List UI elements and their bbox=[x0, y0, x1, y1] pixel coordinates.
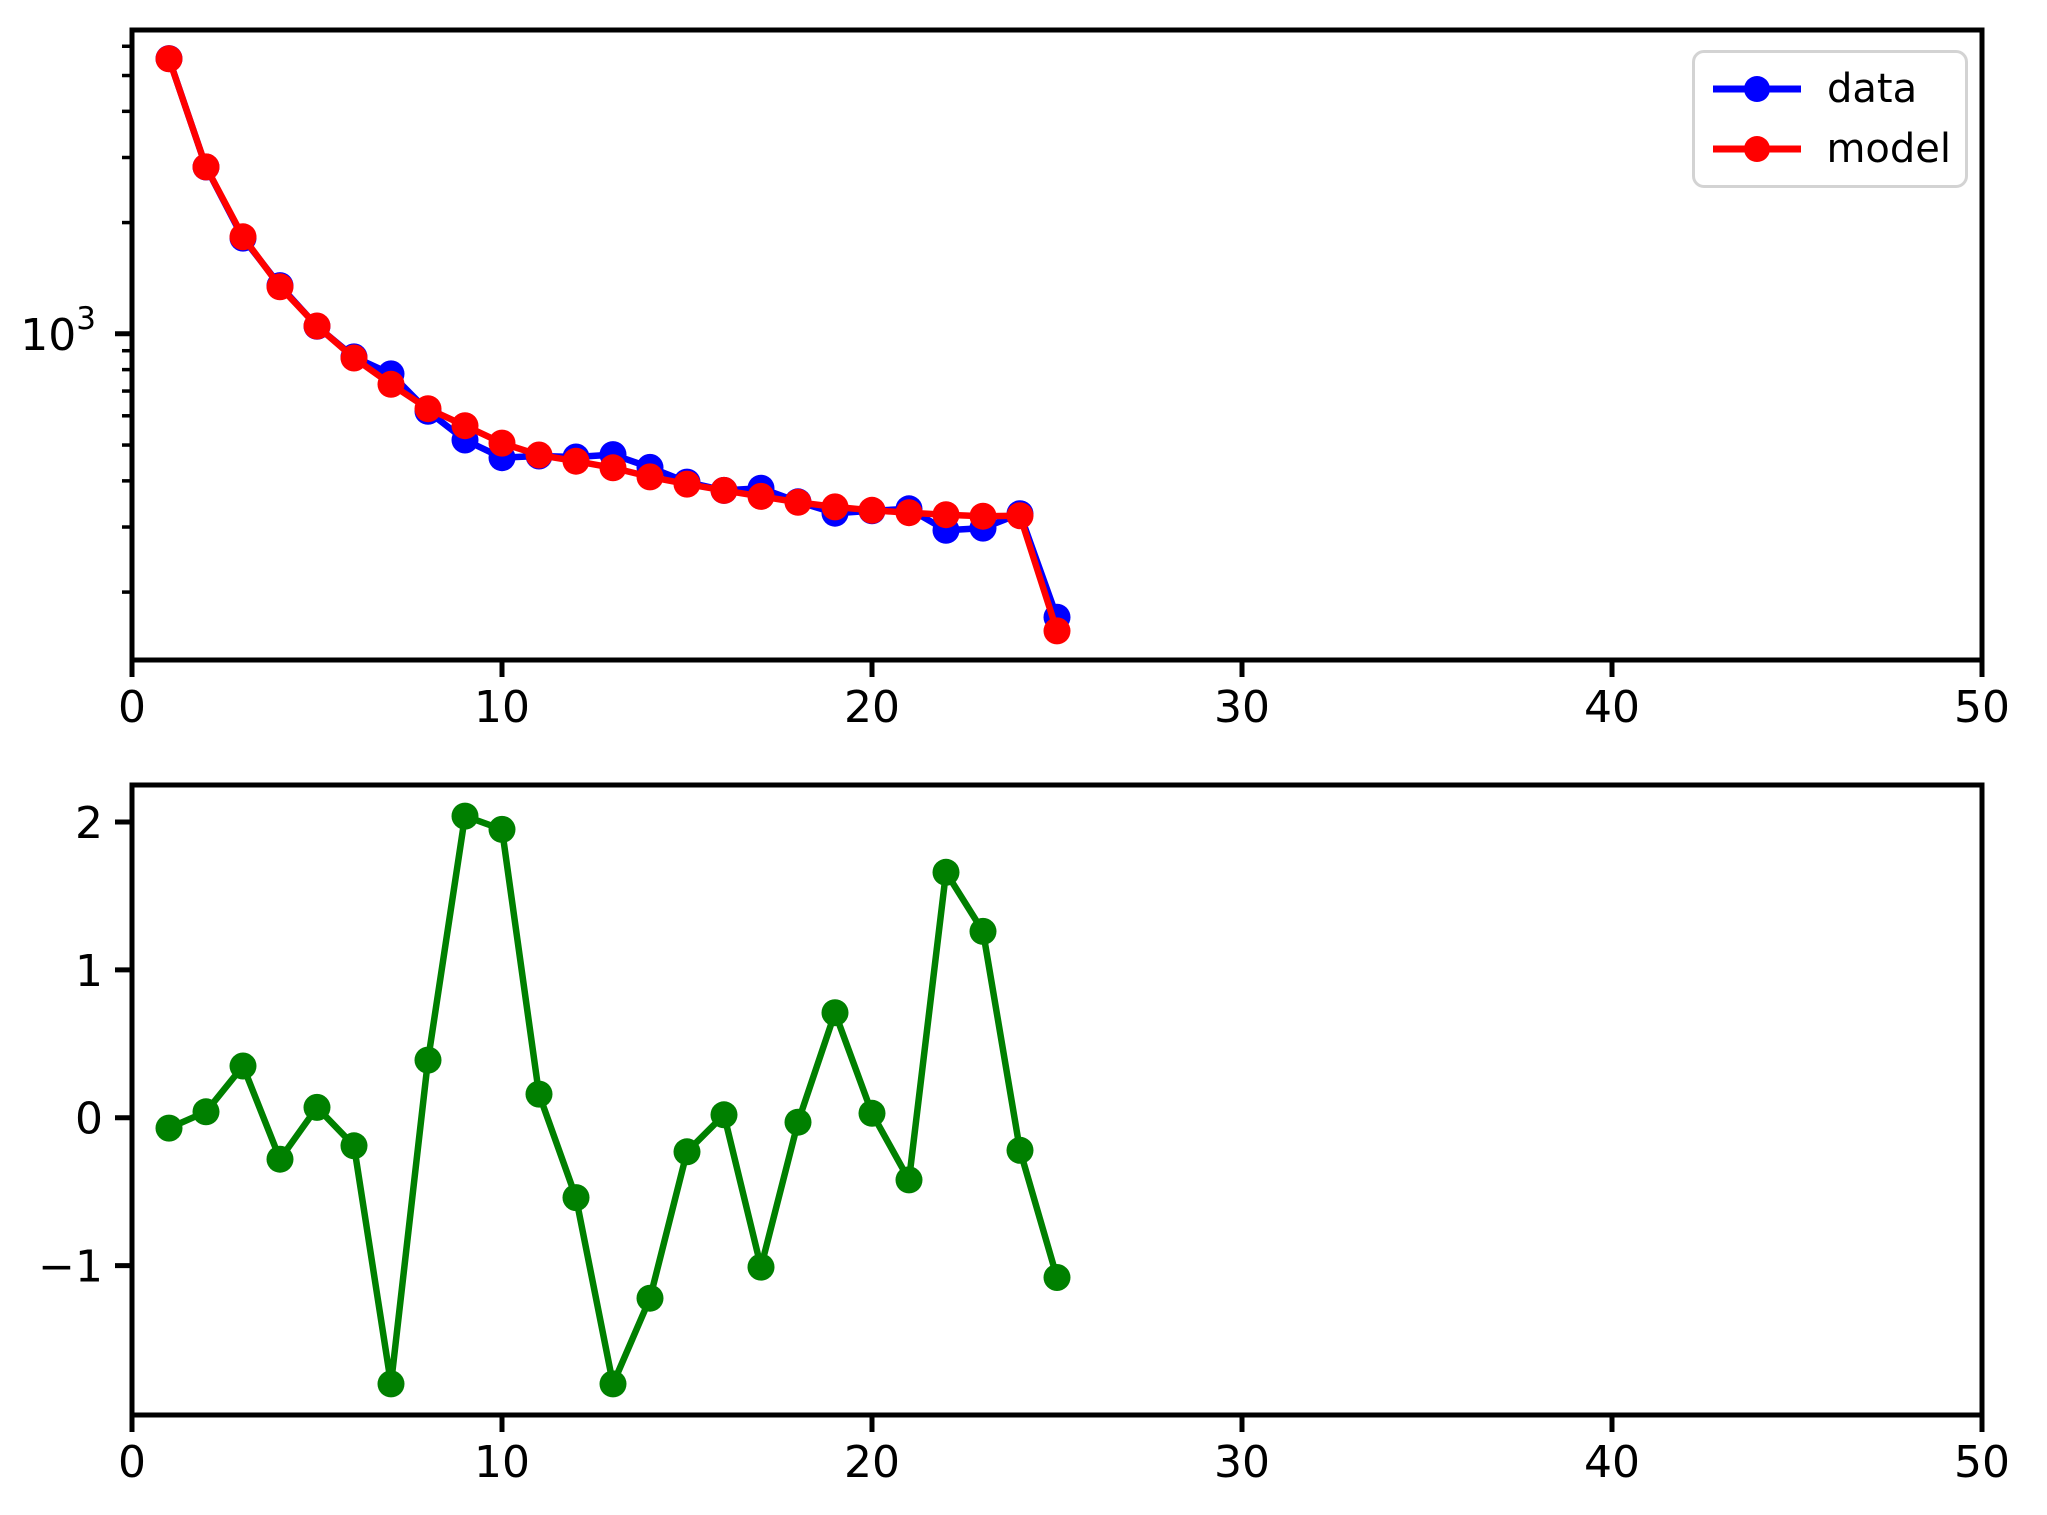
residuals-marker bbox=[155, 1114, 183, 1142]
x-tick-label: 40 bbox=[1584, 1437, 1640, 1488]
model-marker bbox=[266, 273, 294, 301]
model-marker bbox=[451, 412, 479, 440]
model-marker bbox=[969, 502, 997, 530]
legend-entry-data: data bbox=[1711, 69, 1951, 109]
model-line bbox=[165, 55, 1061, 635]
model-marker bbox=[414, 395, 442, 423]
residuals-marker bbox=[229, 1052, 257, 1080]
y-tick-label: 0 bbox=[75, 1094, 103, 1145]
data-series-sample-icon bbox=[1713, 76, 1801, 102]
model-marker bbox=[673, 470, 701, 498]
x-tick-label: 30 bbox=[1214, 682, 1270, 733]
residuals-marker bbox=[192, 1098, 220, 1126]
x-tick-label: 50 bbox=[1954, 682, 2010, 733]
model-marker bbox=[858, 496, 886, 524]
residuals-marker bbox=[1006, 1136, 1034, 1164]
residuals-marker bbox=[414, 1046, 442, 1074]
model-marker bbox=[747, 482, 775, 510]
y-tick-label: 103 bbox=[20, 301, 96, 361]
legend-label-model: model bbox=[1826, 126, 1951, 172]
model-marker bbox=[562, 447, 590, 475]
model-marker bbox=[599, 454, 627, 482]
residuals-marker bbox=[303, 1093, 331, 1121]
y-tick-label: 2 bbox=[75, 798, 103, 849]
residuals-marker bbox=[747, 1253, 775, 1281]
x-tick-label: 0 bbox=[118, 1437, 146, 1488]
x-tick-label: 40 bbox=[1584, 682, 1640, 733]
residuals-marker bbox=[525, 1080, 553, 1108]
model-marker bbox=[784, 488, 812, 516]
model-marker bbox=[192, 153, 220, 181]
data-line bbox=[165, 55, 1061, 621]
x-tick-label: 30 bbox=[1214, 1437, 1270, 1488]
axes-spines bbox=[129, 27, 1985, 663]
x-tick-label: 10 bbox=[474, 682, 530, 733]
x-tick-label: 20 bbox=[844, 682, 900, 733]
residuals-marker bbox=[784, 1108, 812, 1136]
x-tick-label: 10 bbox=[474, 1437, 530, 1488]
legend-entry-model: model bbox=[1711, 129, 1951, 169]
model-marker bbox=[488, 429, 516, 457]
residuals-marker bbox=[932, 858, 960, 886]
residuals-marker bbox=[562, 1184, 590, 1212]
legend: data model bbox=[1692, 50, 1968, 188]
model-marker bbox=[155, 45, 183, 73]
residuals-marker bbox=[488, 815, 516, 843]
model-marker bbox=[932, 501, 960, 529]
residuals-marker bbox=[858, 1099, 886, 1127]
top-plot-axes: 0 10 20 30 40 50 103 bbox=[20, 27, 2010, 733]
residuals-marker bbox=[340, 1132, 368, 1160]
x-tick-label: 20 bbox=[844, 1437, 900, 1488]
residuals-marker bbox=[710, 1101, 738, 1129]
model-marker bbox=[340, 344, 368, 372]
model-marker bbox=[1043, 617, 1071, 645]
x-tick-label: 0 bbox=[118, 682, 146, 733]
model-marker bbox=[377, 370, 405, 398]
model-marker bbox=[895, 499, 923, 527]
model-marker bbox=[525, 441, 553, 469]
model-marker bbox=[1006, 502, 1034, 530]
residuals-marker bbox=[377, 1370, 405, 1398]
model-marker bbox=[636, 463, 664, 491]
axes-spines bbox=[129, 782, 1985, 1418]
model-marker bbox=[229, 223, 257, 251]
model-marker bbox=[710, 476, 738, 504]
residuals-marker bbox=[821, 999, 849, 1027]
y-tick-label: −1 bbox=[38, 1242, 103, 1293]
model-marker bbox=[821, 493, 849, 521]
y-tick-label: 1 bbox=[75, 946, 103, 997]
legend-label-data: data bbox=[1827, 66, 1918, 112]
residuals-marker bbox=[673, 1138, 701, 1166]
residuals-marker bbox=[636, 1284, 664, 1312]
model-marker bbox=[303, 312, 331, 340]
residuals-marker bbox=[451, 802, 479, 830]
residuals-line bbox=[165, 812, 1061, 1388]
residuals-marker bbox=[266, 1145, 294, 1173]
x-tick-label: 50 bbox=[1954, 1437, 2010, 1488]
residuals-marker bbox=[969, 917, 997, 945]
residuals-marker bbox=[599, 1370, 627, 1398]
residuals-marker bbox=[895, 1166, 923, 1194]
residuals-marker bbox=[1043, 1264, 1071, 1291]
model-series-sample-icon bbox=[1713, 136, 1801, 162]
